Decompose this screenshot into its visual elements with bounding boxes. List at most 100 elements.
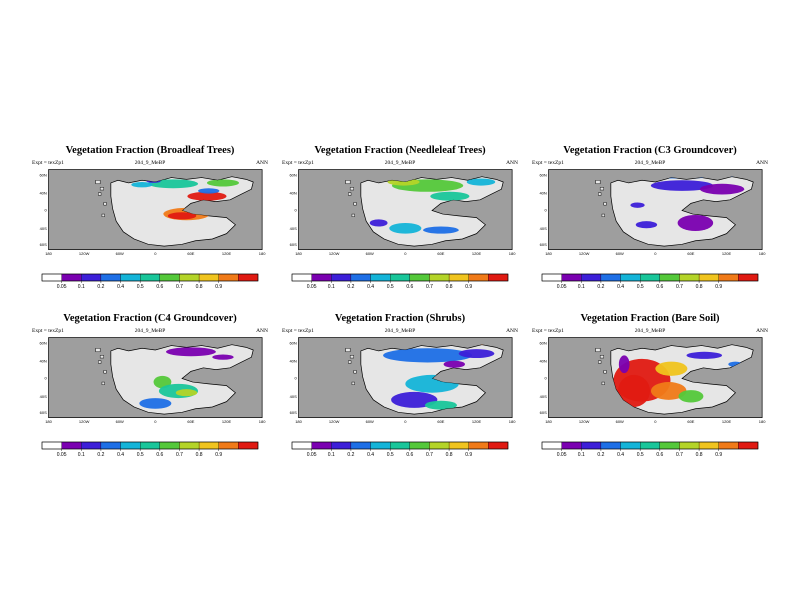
island [348,192,352,196]
map-panel: Vegetation Fraction (Bare Soil) Expt = te… [530,313,770,463]
colorbar-tick-label: 0.9 [215,284,222,290]
lon-tick-label: 120E [472,251,482,256]
vegetation-patch [686,351,723,359]
island [603,370,607,374]
island [353,202,357,206]
lon-tick-label: 180 [509,251,516,256]
colorbar-tick-label: 0.8 [696,284,703,290]
experiment-label: Expt = texZp1 [282,160,314,166]
colorbar-tick-label: 0.2 [347,452,354,458]
colorbar-swatch [468,441,489,450]
panel-title: Vegetation Fraction (C3 Groundcover) [563,145,737,156]
vegetation-patch [383,348,473,363]
lon-tick-label: 180 [45,251,52,256]
lon-tick-label: 0 [154,419,157,424]
colorbar-swatch [698,273,719,282]
colorbar-swatch [140,273,160,282]
colorbar-swatch [350,273,371,282]
colorbar-swatch [291,441,312,450]
colorbar-swatch [120,273,141,282]
colorbar-tick-label: 0.9 [465,284,472,290]
island [351,381,355,385]
lon-tick-label: 60E [687,419,694,424]
lon-tick-label: 120W [79,251,90,256]
lon-tick-label: 60W [616,251,624,256]
island [103,370,107,374]
lon-tick-label: 60E [687,251,694,256]
lon-tick-label: 120W [329,419,340,424]
experiment-label: Expt = texZp1 [532,328,564,334]
island [345,348,351,353]
island [598,192,602,196]
period-label: ANN [756,160,768,166]
colorbar-swatch [620,273,641,282]
colorbar-tick-label: 0.05 [57,284,67,290]
map-frame [298,169,513,251]
colorbar-tick-label: 0.6 [656,452,663,458]
island [349,355,354,359]
colorbar-tick-label: 0.1 [328,452,335,458]
colorbar-tick-label: 0.1 [578,452,585,458]
colorbar-tick-label: 0.6 [656,284,663,290]
map-frame [48,337,263,419]
colorbar-swatch [370,441,391,450]
lat-tick-label: 60N [39,341,46,346]
lat-tick-label: 0 [295,207,298,212]
colorbar-tick-label: 0.8 [446,284,453,290]
colorbar-swatch [311,273,332,282]
experiment-label: Expt = texZp1 [282,328,314,334]
lat-tick-label: 60N [539,341,546,346]
colorbar-swatch [659,441,680,450]
lat-tick-label: 60S [290,242,297,247]
vegetation-patch [139,398,172,409]
colorbar-swatch [600,441,621,450]
map-plot: 60N 40N 0 40S 60S 180 120W 60W 0 60E 120E 180 [39,169,266,256]
colorbar-swatch [198,441,219,450]
colorbar-tick-label: 0.7 [176,284,183,290]
lat-tick-label: 40S [540,226,547,231]
lat-tick-label: 60S [40,410,47,415]
run-id-label: 204_9_MeBP [634,328,666,334]
colorbar-swatch [429,273,450,282]
map-plot: 60N 40N 0 40S 60S 180 120W 60W 0 60E 120E 180 [39,337,266,424]
colorbar-tick-label: 0.2 [597,452,604,458]
run-id-label: 204_9_MeBP [134,328,166,334]
panel-title: Vegetation Fraction (Bare Soil) [580,313,720,324]
colorbar-swatch [640,273,660,282]
colorbar-swatch [429,441,450,450]
colorbar-tick-label: 0.5 [637,284,644,290]
island [601,381,605,385]
colorbar-swatch [409,273,430,282]
island [95,348,101,353]
vegetation-patch [131,182,153,188]
colorbar-swatch [718,273,739,282]
colorbar-tick-label: 0.8 [196,452,203,458]
lon-tick-label: 0 [404,251,407,256]
map-plot: 60N 40N 0 40S 60S 180 120W 60W 0 60E 120E 180 [289,337,516,424]
lon-tick-label: 120E [722,251,732,256]
island [103,202,107,206]
colorbar-swatch [468,273,489,282]
colorbar-swatch [718,441,739,450]
island [98,192,102,196]
island [349,187,354,191]
island [603,202,607,206]
colorbar-swatch [81,273,102,282]
island [348,360,352,364]
colorbar-tick-label: 0.4 [117,284,124,290]
colorbar-tick-label: 0.6 [156,452,163,458]
lat-tick-label: 40S [290,394,297,399]
map-frame [298,337,513,419]
vegetation-patch [617,374,650,407]
colorbar-tick-label: 0.05 [57,452,67,458]
colorbar-swatch [698,441,719,450]
lon-tick-label: 120W [579,251,590,256]
vegetation-patch [655,361,688,376]
colorbar: 0.05 0.1 0.2 0.4 0.5 0.6 0.7 0.8 0.9 [41,273,259,290]
map-frame [548,169,763,251]
vegetation-patch [206,179,239,187]
map-panel: Vegetation Fraction (C3 Groundcover) Expt… [530,145,770,295]
vegetation-patch [678,390,704,403]
colorbar-tick-label: 0.1 [78,452,85,458]
experiment-label: Expt = texZp1 [32,328,64,334]
